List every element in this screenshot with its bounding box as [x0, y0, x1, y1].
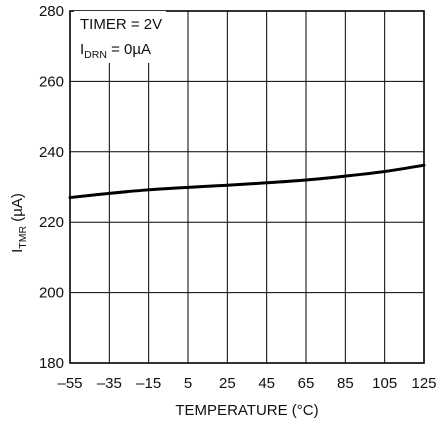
x-tick-label: 25: [219, 375, 236, 392]
x-tick-label: 85: [337, 375, 354, 392]
x-tick-label: 45: [258, 375, 275, 392]
x-tick-label: 125: [411, 375, 436, 392]
y-tick-label: 220: [39, 214, 64, 231]
y-tick-label: 280: [39, 3, 64, 20]
grid: [69, 10, 425, 364]
series-line: [68, 163, 426, 200]
y-tick-labels: 180 200 220 240 260 280: [39, 3, 64, 372]
x-tick-label: 5: [184, 375, 192, 392]
y-tick-label: 240: [39, 144, 64, 161]
x-tick-label: 105: [372, 375, 397, 392]
plot-frame: [69, 10, 425, 364]
y-tick-label: 260: [39, 73, 64, 90]
x-tick-label: 65: [298, 375, 315, 392]
x-axis-title: TEMPERATURE (°C): [175, 402, 318, 419]
x-tick-label: –35: [97, 375, 122, 392]
legend-box: [74, 11, 166, 63]
x-tick-label: –15: [136, 375, 161, 392]
x-tick-labels: –55 –35 –15 5 25 45 65 85 105 125: [57, 375, 436, 392]
y-axis-title: ITMR (µA): [9, 193, 29, 253]
y-tick-label: 200: [39, 285, 64, 302]
x-tick-label: –55: [57, 375, 82, 392]
y-tick-label: 180: [39, 355, 64, 372]
annotation-idrn: IDRN = 0µA: [80, 41, 151, 61]
annotation-timer: TIMER = 2V: [80, 16, 162, 33]
series-layer: [68, 163, 426, 200]
